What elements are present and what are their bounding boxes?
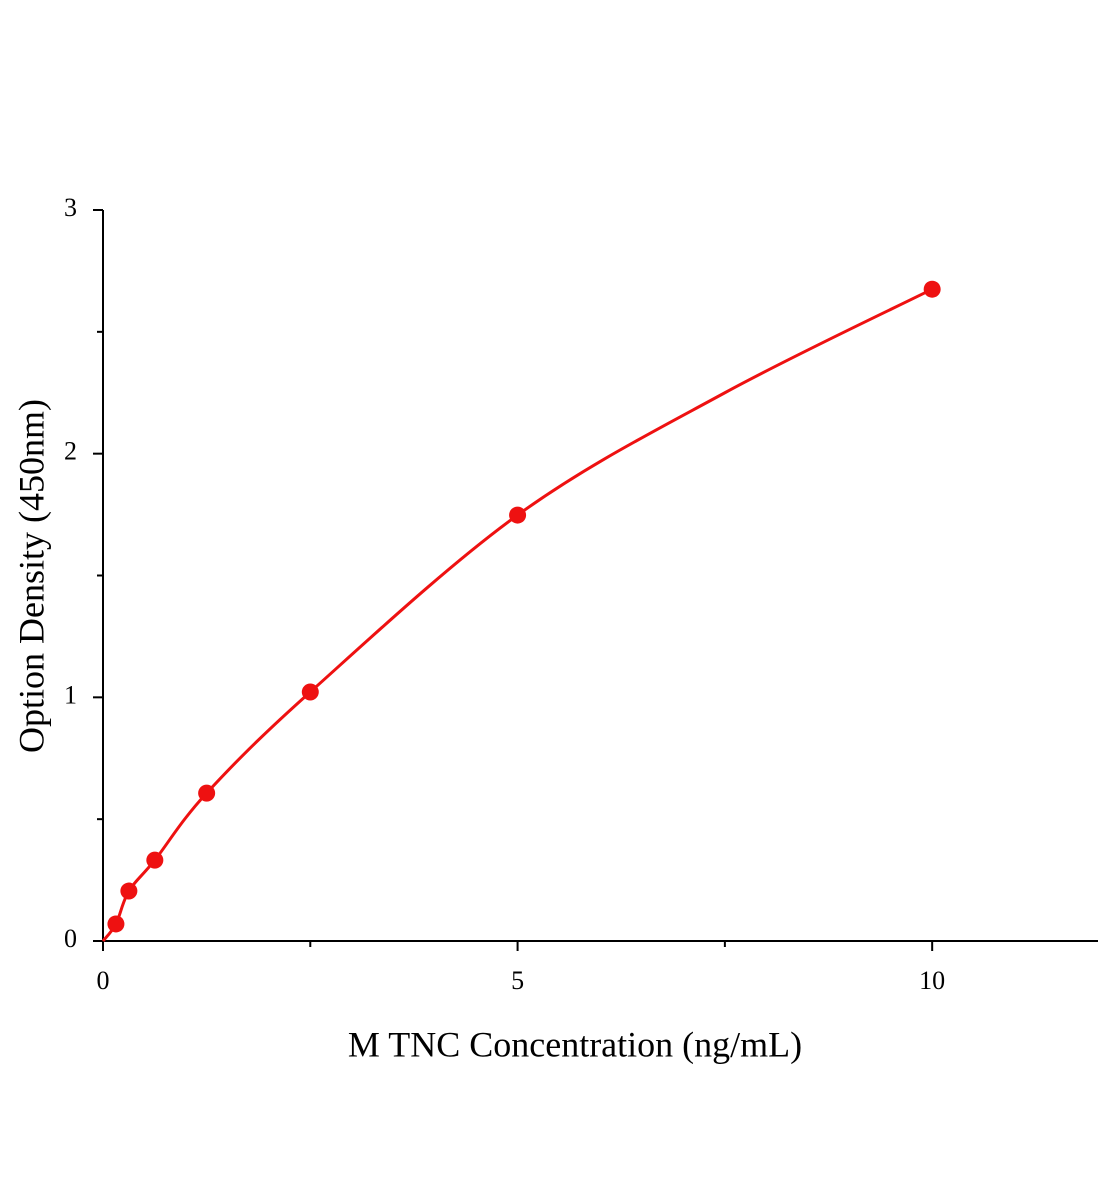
y-tick-label: 2 (64, 437, 77, 466)
data-point (198, 784, 216, 802)
fit-curve (101, 287, 933, 942)
x-axis-title: M TNC Concentration (ng/mL) (348, 1024, 802, 1064)
y-tick-label: 3 (64, 193, 77, 222)
data-point (146, 851, 164, 869)
data-point (923, 280, 941, 298)
x-tick-label: 10 (919, 966, 945, 995)
data-point (107, 915, 125, 933)
y-tick-label: 1 (64, 680, 77, 709)
data-point (120, 882, 138, 900)
x-tick-label: 5 (511, 966, 524, 995)
data-point (301, 683, 319, 701)
y-tick-label: 0 (64, 924, 77, 953)
data-point (509, 506, 527, 524)
x-tick-label: 0 (97, 966, 110, 995)
y-axis-title: Option Density (450nm) (11, 399, 51, 753)
